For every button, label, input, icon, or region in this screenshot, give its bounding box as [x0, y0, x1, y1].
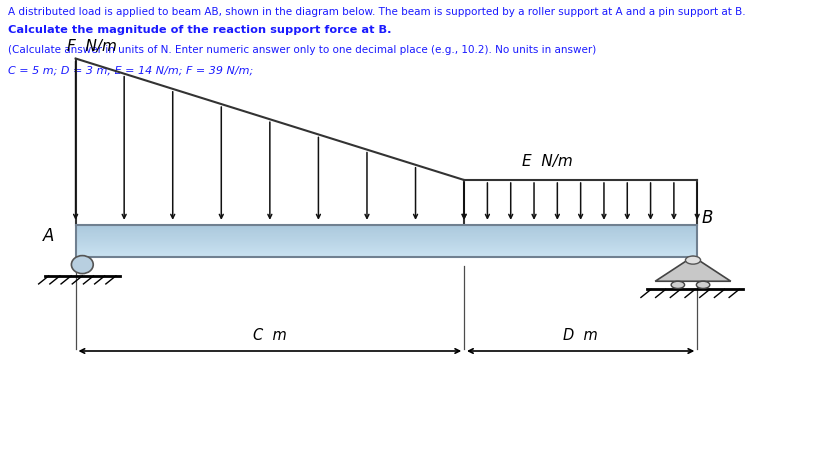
- Bar: [76, 249, 697, 250]
- Text: E  N/m: E N/m: [522, 154, 573, 169]
- Text: C  m: C m: [253, 328, 286, 343]
- Text: C = 5 m; D = 3 m; E = 14 N/m; F = 39 N/m;: C = 5 m; D = 3 m; E = 14 N/m; F = 39 N/m…: [8, 65, 254, 75]
- Bar: [76, 238, 697, 240]
- Bar: [76, 227, 697, 228]
- Bar: [76, 237, 697, 238]
- Ellipse shape: [71, 256, 93, 274]
- Text: Calculate the magnitude of the reaction support force at B.: Calculate the magnitude of the reaction …: [8, 25, 392, 35]
- Bar: [76, 225, 697, 256]
- Circle shape: [685, 256, 701, 264]
- Bar: [76, 229, 697, 230]
- Bar: [76, 253, 697, 254]
- Bar: [76, 225, 697, 226]
- Polygon shape: [655, 256, 731, 281]
- Circle shape: [671, 281, 685, 288]
- Bar: [76, 242, 697, 243]
- Bar: [76, 246, 697, 247]
- Bar: [76, 251, 697, 252]
- Bar: [76, 238, 697, 239]
- Circle shape: [696, 281, 710, 288]
- Text: A distributed load is applied to beam AB, shown in the diagram below. The beam i: A distributed load is applied to beam AB…: [8, 7, 746, 17]
- Bar: [76, 228, 697, 229]
- Bar: [76, 244, 697, 245]
- Bar: [76, 243, 697, 244]
- Bar: [76, 231, 697, 232]
- Bar: [76, 235, 697, 237]
- Bar: [76, 245, 697, 246]
- Bar: [76, 248, 697, 249]
- Bar: [76, 226, 697, 227]
- Bar: [76, 250, 697, 251]
- Text: D  m: D m: [564, 328, 598, 343]
- Text: A: A: [43, 227, 55, 245]
- Bar: [76, 230, 697, 231]
- Text: (Calculate answer in units of N. Enter numeric answer only to one decimal place : (Calculate answer in units of N. Enter n…: [8, 45, 596, 55]
- Text: B: B: [701, 209, 713, 227]
- Bar: [76, 232, 697, 234]
- Text: F  N/m: F N/m: [67, 39, 117, 54]
- Bar: [76, 247, 697, 248]
- Bar: [76, 241, 697, 242]
- Bar: [76, 252, 697, 253]
- Bar: [76, 254, 697, 256]
- Bar: [76, 234, 697, 235]
- Bar: [76, 240, 697, 241]
